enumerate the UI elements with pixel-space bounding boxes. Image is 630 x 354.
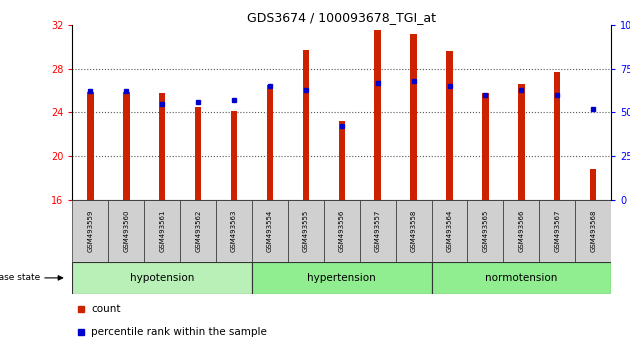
Text: GSM493567: GSM493567 — [554, 210, 560, 252]
Bar — [216, 200, 252, 262]
Bar — [575, 200, 611, 262]
Text: GSM493564: GSM493564 — [447, 210, 452, 252]
Text: disease state: disease state — [0, 273, 40, 282]
Bar — [374, 30, 381, 200]
Bar — [324, 200, 360, 262]
Text: GSM493557: GSM493557 — [375, 210, 381, 252]
Bar — [288, 200, 324, 262]
Text: GSM493558: GSM493558 — [411, 210, 416, 252]
Bar — [590, 169, 597, 200]
Bar — [482, 93, 489, 200]
Bar — [252, 200, 288, 262]
Text: GSM493560: GSM493560 — [123, 210, 129, 252]
Text: percentile rank within the sample: percentile rank within the sample — [91, 327, 267, 337]
Bar — [539, 200, 575, 262]
Title: GDS3674 / 100093678_TGI_at: GDS3674 / 100093678_TGI_at — [247, 11, 436, 24]
Bar — [231, 111, 238, 200]
Text: GSM493555: GSM493555 — [303, 210, 309, 252]
Bar — [446, 51, 453, 200]
Text: GSM493562: GSM493562 — [195, 210, 201, 252]
Bar — [432, 262, 611, 294]
Bar — [72, 200, 108, 262]
Text: GSM493563: GSM493563 — [231, 210, 237, 252]
Text: GSM493554: GSM493554 — [267, 210, 273, 252]
Text: GSM493561: GSM493561 — [159, 210, 165, 252]
Text: normotension: normotension — [485, 273, 558, 283]
Text: count: count — [91, 304, 121, 314]
Bar — [467, 200, 503, 262]
Text: GSM493556: GSM493556 — [339, 210, 345, 252]
Bar — [87, 92, 94, 200]
Bar — [195, 107, 202, 200]
Bar — [360, 200, 396, 262]
Bar — [396, 200, 432, 262]
Bar — [72, 262, 252, 294]
Bar — [410, 34, 417, 200]
Bar — [180, 200, 216, 262]
Text: GSM493568: GSM493568 — [590, 210, 596, 252]
Bar — [266, 85, 273, 200]
Bar — [554, 72, 561, 200]
Bar — [144, 200, 180, 262]
Bar — [518, 84, 525, 200]
Text: hypertension: hypertension — [307, 273, 376, 283]
Bar — [159, 93, 166, 200]
Text: GSM493566: GSM493566 — [518, 210, 524, 252]
Bar — [302, 50, 309, 200]
Text: GSM493565: GSM493565 — [483, 210, 488, 252]
Bar — [123, 92, 130, 200]
Text: GSM493559: GSM493559 — [88, 210, 93, 252]
Text: hypotension: hypotension — [130, 273, 195, 283]
Bar — [432, 200, 467, 262]
Bar — [108, 200, 144, 262]
Bar — [338, 121, 345, 200]
Bar — [503, 200, 539, 262]
Bar — [252, 262, 432, 294]
